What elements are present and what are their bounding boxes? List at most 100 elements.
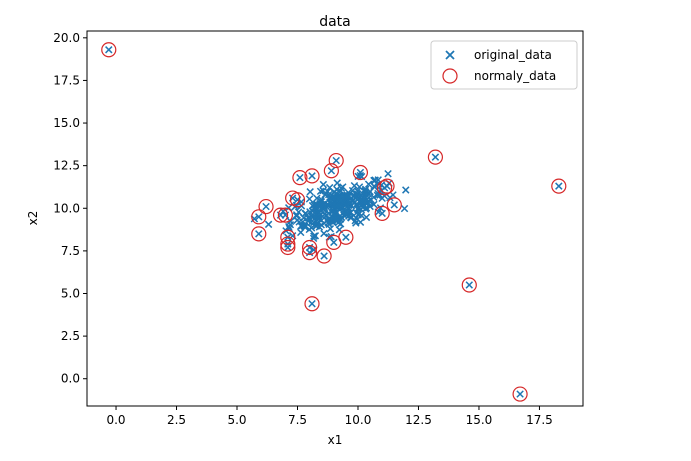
original-data-point: [308, 172, 316, 180]
original-data-point: [305, 195, 314, 203]
original-data-point: [342, 211, 350, 219]
original-data-point: [292, 212, 301, 220]
normaly-data-point: [280, 239, 296, 256]
original-data-series: [105, 46, 563, 398]
normaly-data-point: [280, 236, 296, 252]
original-data-point: [284, 243, 292, 252]
original-data-point: [325, 220, 333, 229]
original-data-point: [332, 156, 340, 165]
original-data-point: [311, 232, 320, 240]
original-data-point: [309, 211, 317, 219]
original-data-point: [300, 214, 308, 222]
original-data-point: [315, 213, 323, 221]
original-data-point: [370, 200, 378, 209]
original-data-point: [465, 281, 474, 289]
normaly-data-point: [277, 207, 293, 223]
y-tick-label: 5.0: [61, 287, 80, 301]
original-data-point: [555, 182, 563, 190]
plot-frame: [86, 30, 584, 407]
x-tick-label: 0.0: [106, 413, 125, 427]
normaly-data-point: [258, 198, 274, 215]
original-data-point: [330, 238, 338, 247]
original-data-point: [327, 167, 336, 175]
original-data-point: [319, 186, 327, 195]
normaly-data-point: [338, 229, 354, 245]
normaly-data-point: [551, 178, 567, 194]
x-tick-label: 2.5: [167, 413, 186, 427]
original-data-point: [352, 201, 360, 209]
y-tick-label: 7.5: [61, 244, 80, 258]
normaly-data-point: [379, 178, 395, 194]
normaly-data-point: [427, 149, 444, 165]
original-data-point: [264, 220, 273, 229]
original-data-point: [320, 252, 328, 260]
normaly-data-point: [323, 163, 339, 179]
original-data-point: [351, 216, 359, 225]
legend-box: [430, 40, 578, 90]
original-data-point: [333, 179, 341, 187]
normaly-data-point: [289, 192, 306, 208]
x-tick-label: 12.5: [405, 413, 432, 427]
original-data-point: [286, 220, 295, 229]
original-data-point: [374, 189, 382, 198]
y-axis: 0.0 2.5 5.0 7.5 10.0 12.5 15.0 17.5 20.0: [53, 31, 87, 386]
normaly-data-point: [374, 205, 390, 221]
original-data-point: [345, 204, 353, 212]
original-data-point: [384, 169, 392, 178]
original-data-point: [342, 233, 350, 241]
x-axis-label: x1: [328, 433, 343, 447]
original-data-point: [362, 213, 371, 222]
original-data-point: [516, 390, 524, 398]
normaly-data-point: [251, 209, 267, 225]
original-data-point: [357, 191, 366, 200]
original-data-point: [319, 180, 328, 189]
chart-title: data: [319, 14, 351, 30]
y-tick-label: 17.5: [53, 73, 80, 87]
legend-label-original-data: original_data: [474, 48, 552, 62]
normaly-data-point: [272, 207, 289, 223]
original-data-point: [389, 191, 397, 199]
original-data-point: [105, 46, 113, 54]
original-data-point: [340, 205, 349, 214]
normaly-data-point: [304, 168, 320, 184]
original-data-point: [308, 299, 316, 308]
legend-marker-original-data: [445, 50, 455, 60]
original-data-point: [330, 188, 338, 197]
original-data-point: [362, 204, 371, 212]
legend-label-normaly-data: normaly_data: [474, 69, 556, 83]
normaly-data-point: [304, 296, 320, 312]
normaly-data-point: [280, 229, 296, 245]
normaly-data-point: [386, 197, 402, 213]
normaly-data-point: [461, 277, 477, 293]
original-data-point: [361, 197, 369, 206]
original-data-point: [327, 232, 335, 241]
original-data-point: [364, 180, 373, 188]
original-data-point: [326, 225, 335, 233]
original-data-point: [296, 173, 304, 182]
x-tick-label: 10.0: [345, 413, 372, 427]
original-data-point: [383, 182, 391, 190]
original-data-point: [402, 186, 410, 194]
y-tick-label: 15.0: [53, 116, 80, 130]
x-axis: 0.0 2.5 5.0 7.5 10.0 12.5 15.0 17.5: [106, 406, 553, 427]
legend-marker-normaly-data: [442, 68, 458, 84]
original-data-point: [306, 188, 314, 196]
y-tick-label: 12.5: [53, 159, 80, 173]
original-data-point: [400, 204, 409, 213]
original-data-point: [353, 190, 362, 198]
plot-area: [101, 42, 567, 402]
original-data-point: [317, 221, 325, 229]
original-data-point: [331, 216, 339, 224]
legend: original_data normaly_data: [430, 40, 578, 90]
normaly-data-point: [292, 169, 308, 186]
original-data-point: [255, 230, 263, 238]
original-data-point: [354, 205, 362, 214]
original-data-point: [338, 191, 346, 200]
normaly-data-point: [512, 386, 528, 402]
original-data-point: [313, 219, 322, 227]
normaly-data-point: [377, 180, 393, 196]
y-tick-label: 10.0: [53, 201, 80, 215]
original-data-point: [292, 201, 301, 210]
normaly-data-point: [101, 42, 117, 58]
